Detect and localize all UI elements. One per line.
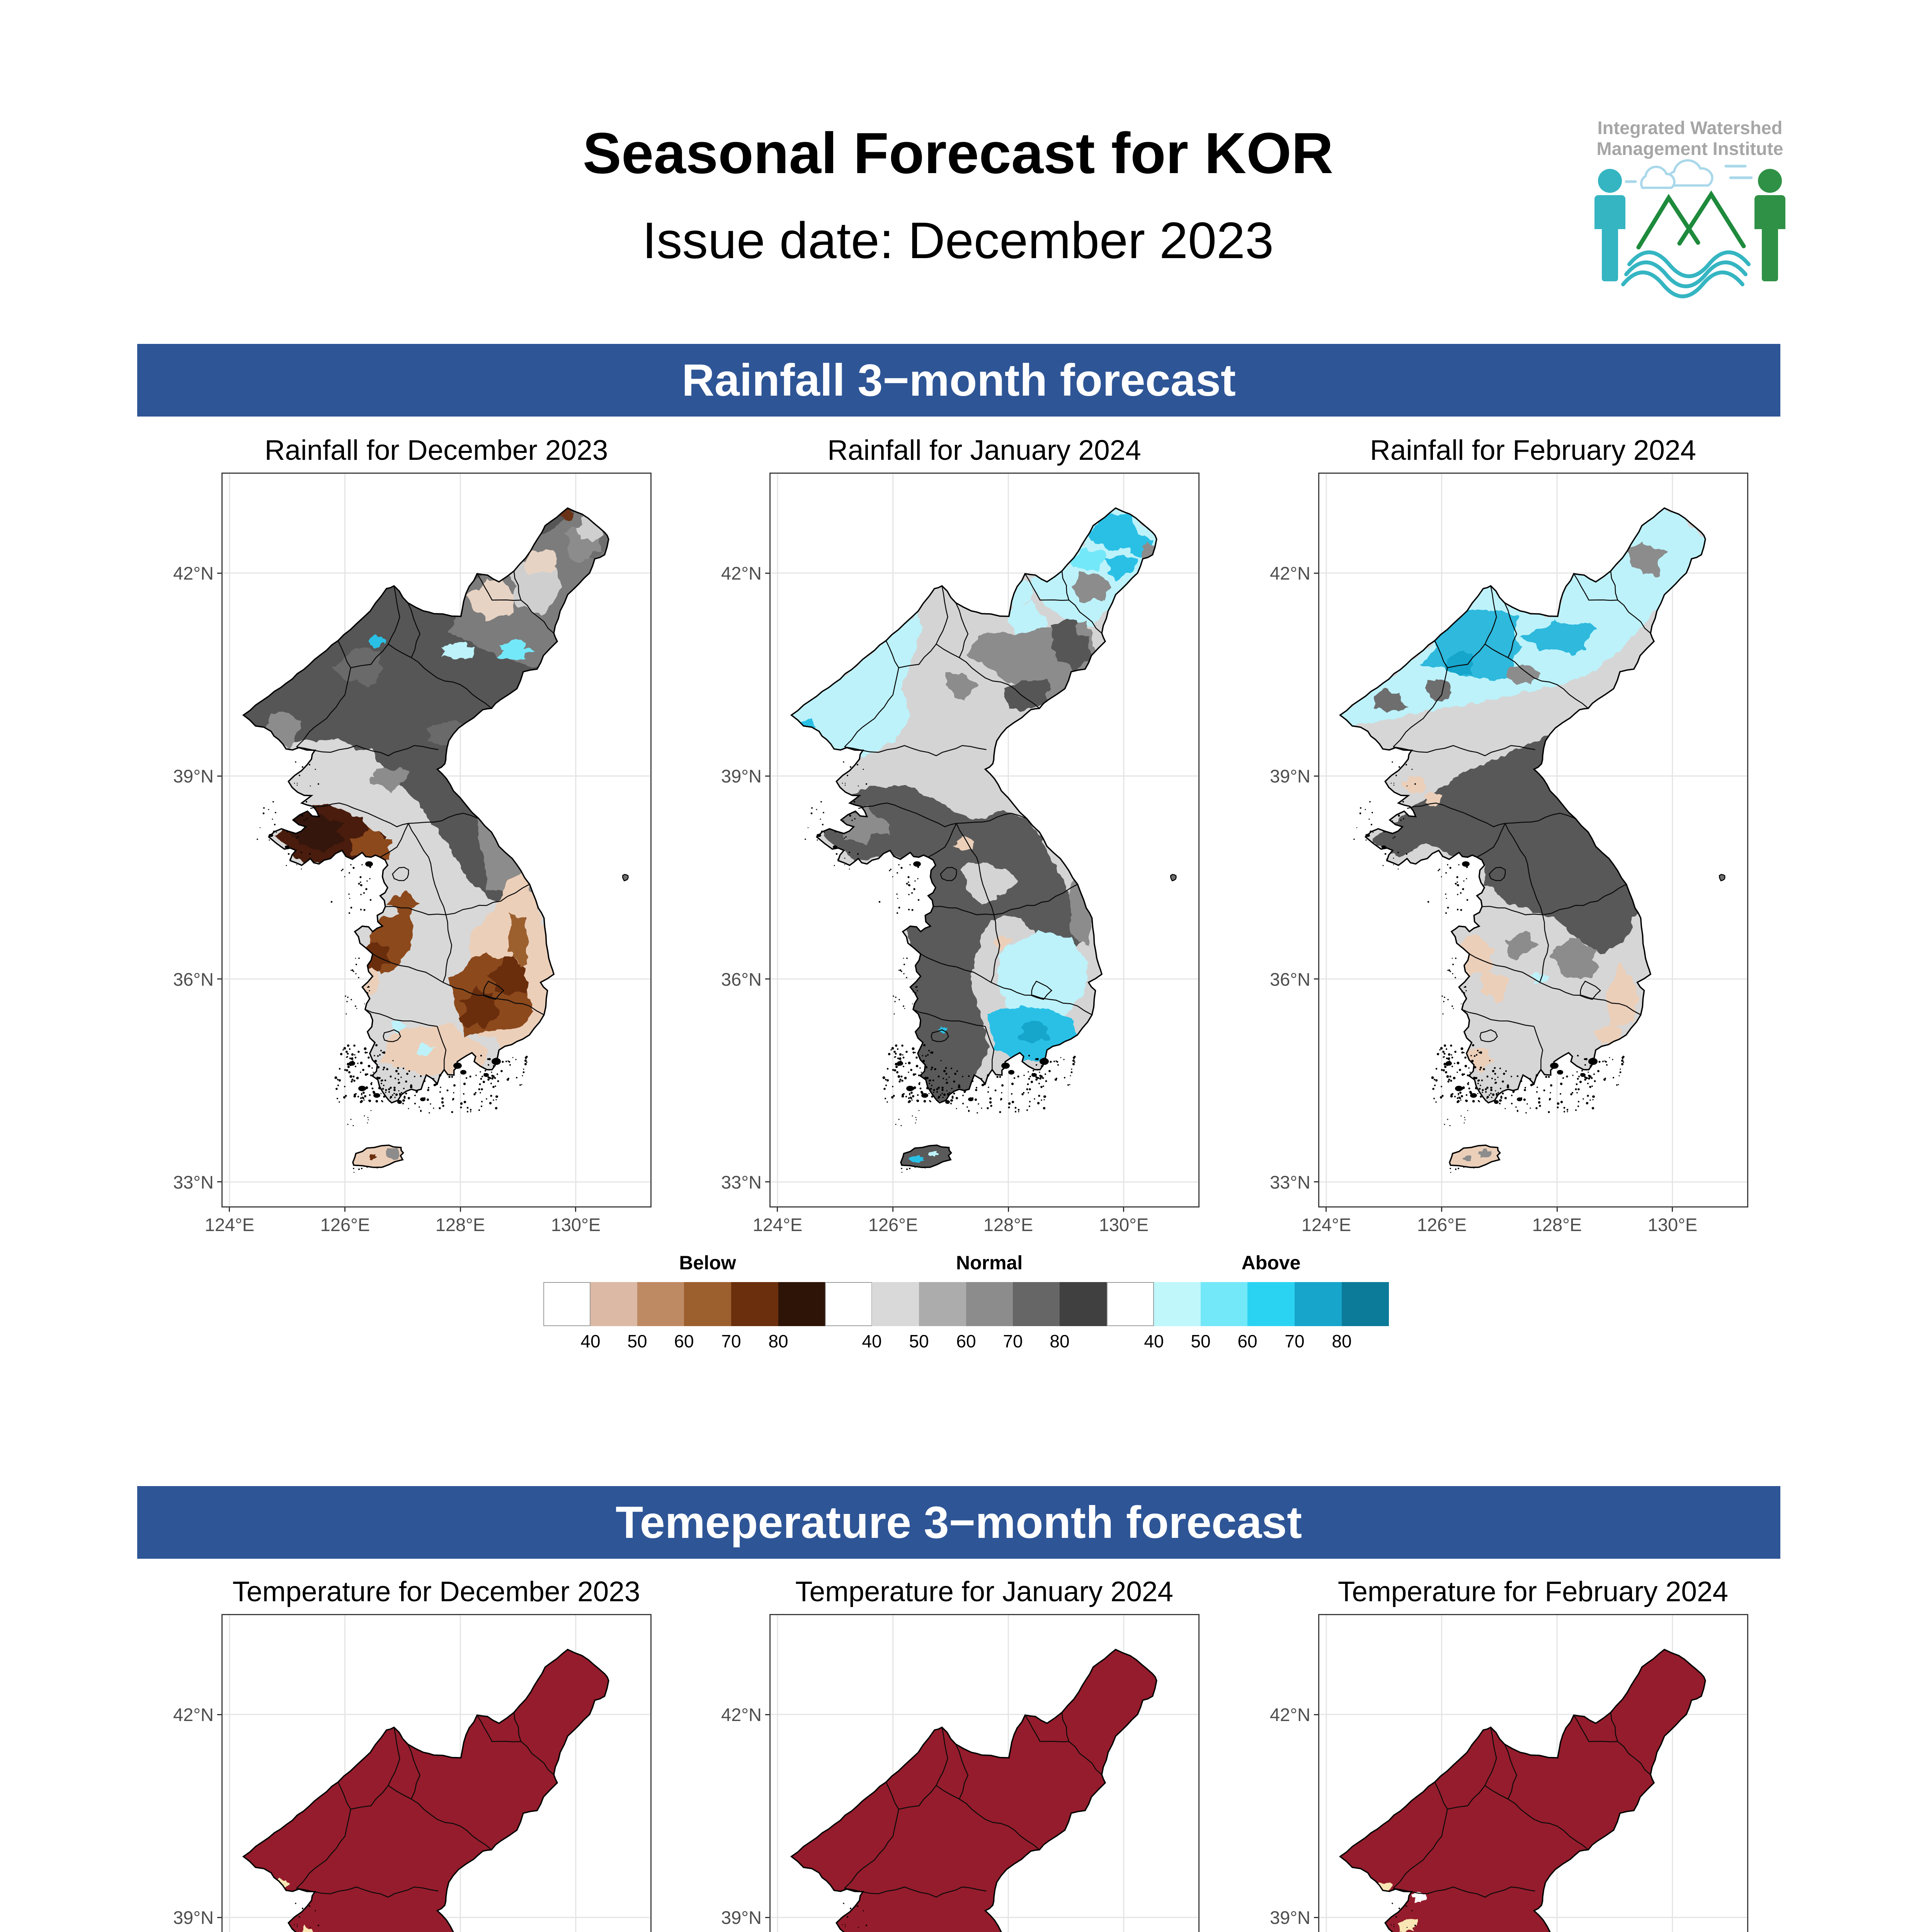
svg-text:Management Institute: Management Institute bbox=[1596, 138, 1783, 159]
svg-text:Integrated Watershed: Integrated Watershed bbox=[1598, 117, 1783, 138]
